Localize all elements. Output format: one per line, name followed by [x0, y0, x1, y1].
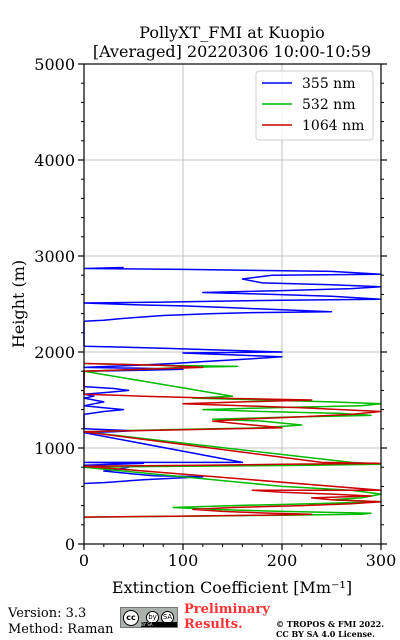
copyright-line-1: © TROPOS & FMI 2022.	[276, 619, 385, 629]
y-tick-label-5000: 5000	[34, 55, 75, 74]
cc-icon: cc	[123, 610, 139, 626]
version-text: Version: 3.3	[8, 606, 87, 621]
legend-label-1064: 1064 nm	[302, 118, 364, 134]
chart-title-line-1: PollyXT_FMI at Kuopio	[139, 23, 325, 42]
legend-label-355: 355 nm	[302, 76, 355, 92]
x-tick-label-200: 200	[267, 551, 298, 570]
cc-badge-strip: BY SA	[141, 622, 177, 627]
y-axis-label: Height (m)	[9, 260, 28, 348]
legend: 355 nm 532 nm 1064 nm	[255, 70, 374, 141]
chart-title-line-2: [Averaged] 20220306 10:00-10:59	[93, 42, 371, 61]
extinction-chart: PollyXT_FMI at Kuopio [Averaged] 2022030…	[9, 23, 396, 597]
copyright-line-2: CC BY SA 4.0 License.	[276, 629, 375, 639]
plot-frame	[83, 63, 382, 545]
y-tick-label-4000: 4000	[34, 151, 75, 170]
y-tick-label-3000: 3000	[34, 247, 75, 266]
y-tick-label-1000: 1000	[34, 439, 75, 458]
x-tick-label-100: 100	[168, 551, 199, 570]
series-lines	[83, 266, 382, 518]
x-tick-label-300: 300	[366, 551, 397, 570]
legend-label-532: 532 nm	[302, 97, 355, 113]
x-axis-label: Extinction Coefficient [Mm⁻¹]	[112, 578, 352, 597]
preliminary-notice: Preliminary Results.	[184, 602, 270, 632]
y-tick-label-0: 0	[65, 535, 75, 554]
series-line-1064-nm	[83, 362, 382, 518]
method-text: Method: Raman	[8, 622, 114, 637]
copyright-notice: © TROPOS & FMI 2022. CC BY SA 4.0 Licens…	[276, 619, 384, 639]
legend-frame	[255, 70, 374, 141]
y-tick-label-2000: 2000	[34, 343, 75, 362]
x-tick-label-0: 0	[79, 551, 89, 570]
preliminary-line-1: Preliminary	[184, 602, 270, 617]
preliminary-line-2: Results.	[184, 617, 243, 632]
cc-license-badge: cc by SA BY SA	[120, 607, 178, 628]
series-line-355-nm	[83, 266, 382, 485]
